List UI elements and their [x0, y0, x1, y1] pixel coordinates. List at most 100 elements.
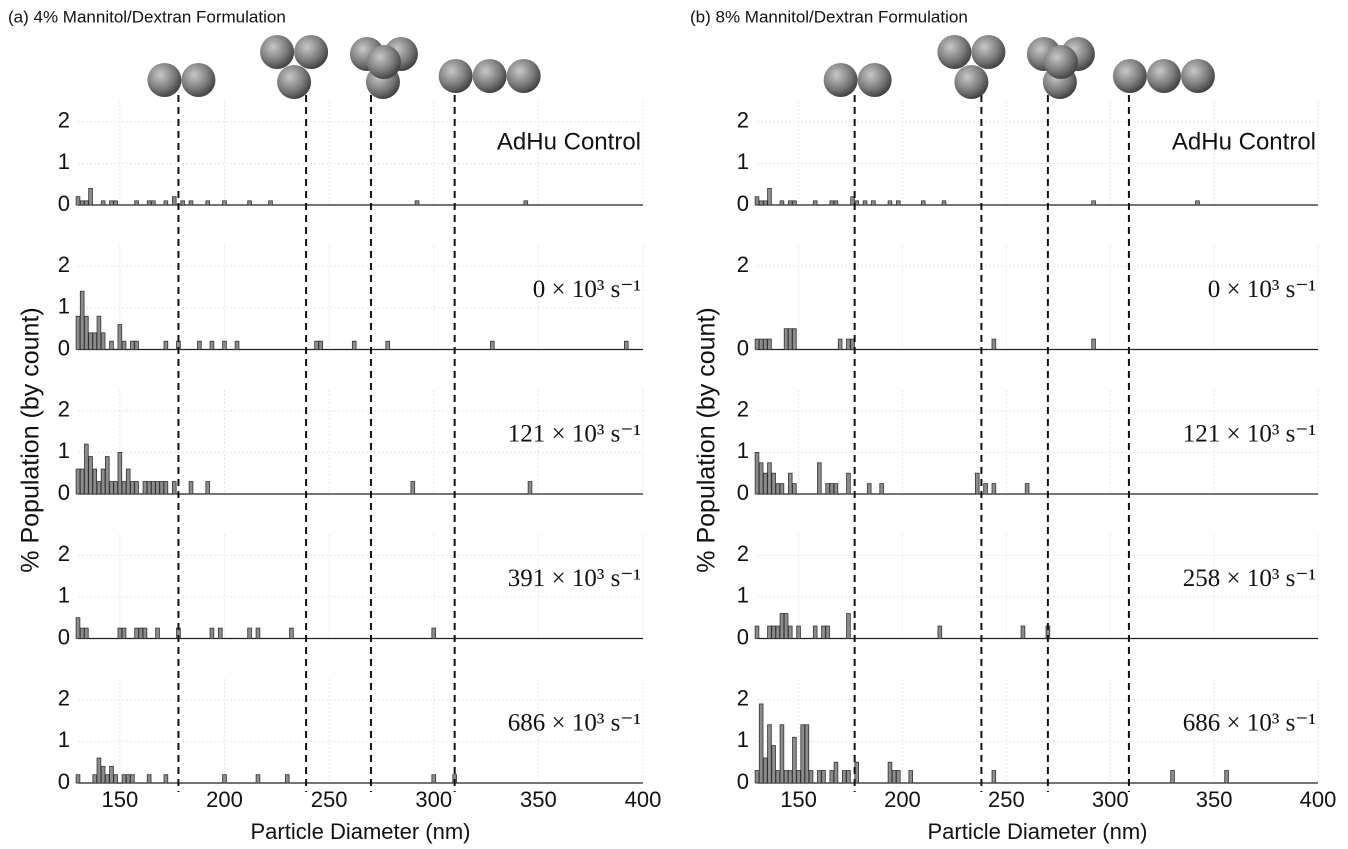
bar — [841, 770, 847, 784]
bar — [109, 340, 114, 350]
bar — [222, 774, 227, 784]
y-tick-label: 1 — [737, 438, 749, 463]
x-tick-label: 250 — [988, 787, 1025, 812]
bar — [771, 745, 776, 784]
bar — [767, 625, 772, 639]
bar — [783, 328, 789, 350]
bar — [134, 481, 139, 495]
bar — [783, 770, 789, 784]
bar — [787, 770, 793, 784]
sphere-icon — [366, 45, 401, 79]
bar — [113, 200, 118, 206]
y-tick-label: 0 — [58, 480, 70, 505]
bar — [163, 200, 169, 206]
x-tick-label: 250 — [311, 787, 348, 812]
bar — [205, 481, 211, 495]
bar — [837, 338, 843, 350]
y-tick-label: 1 — [737, 583, 749, 608]
bar — [891, 770, 897, 784]
bar — [151, 200, 156, 206]
bar — [771, 472, 776, 495]
bar — [871, 200, 876, 206]
x-tick-label: 150 — [780, 787, 817, 812]
annotation: 0 × 10³ s⁻¹ — [1208, 276, 1316, 303]
bar — [109, 200, 114, 206]
bar — [75, 315, 81, 350]
bar — [983, 483, 988, 495]
bar — [941, 200, 947, 206]
bar — [247, 200, 252, 206]
x-tick-label: 400 — [1300, 787, 1337, 812]
bar — [75, 468, 81, 495]
y-tick-label: 2 — [58, 541, 70, 566]
x-tick-label: 300 — [1092, 787, 1129, 812]
bar — [100, 332, 106, 350]
y-tick-label: 2 — [58, 686, 70, 711]
x-tick-label: 400 — [625, 787, 662, 812]
bar — [163, 481, 169, 495]
bar — [431, 774, 437, 784]
bar — [410, 481, 416, 495]
sphere-icon — [1180, 59, 1215, 93]
y-tick-label: 1 — [58, 583, 70, 608]
annotation: 258 × 10³ s⁻¹ — [1183, 565, 1316, 592]
bar — [268, 200, 273, 206]
bar — [850, 196, 855, 206]
bar — [758, 462, 764, 495]
sphere-icon — [438, 59, 473, 93]
bar — [180, 200, 185, 206]
bar — [117, 324, 123, 350]
bar — [804, 724, 810, 784]
bar — [490, 340, 495, 350]
bar — [125, 468, 131, 495]
x-tick-label: 350 — [1196, 787, 1233, 812]
bar — [84, 443, 89, 495]
y-tick-label: 0 — [737, 191, 749, 216]
bar — [209, 340, 215, 350]
bar — [151, 481, 156, 495]
bar — [775, 770, 781, 784]
bar — [854, 200, 860, 206]
bar — [284, 774, 290, 784]
bar — [84, 200, 89, 206]
bar — [991, 338, 997, 350]
bar — [255, 627, 261, 639]
bar — [318, 340, 324, 350]
bar — [75, 774, 81, 784]
bar — [821, 770, 826, 784]
bar — [829, 770, 835, 784]
bar — [1091, 200, 1096, 206]
bar — [247, 627, 252, 639]
y-tick-label: 1 — [58, 149, 70, 174]
bar — [222, 200, 227, 206]
sphere-icon — [181, 63, 216, 97]
bar — [222, 340, 227, 350]
bar — [775, 483, 781, 495]
bar — [125, 774, 131, 784]
bar — [754, 196, 760, 206]
bar — [88, 187, 93, 206]
bar — [96, 481, 102, 495]
bar — [758, 703, 764, 784]
x-tick-label: 200 — [206, 787, 243, 812]
annotation: 686 × 10³ s⁻¹ — [508, 710, 641, 737]
bar — [887, 761, 893, 784]
bar — [792, 328, 797, 350]
bar — [850, 338, 855, 350]
y-tick-label: 0 — [58, 624, 70, 649]
annotation: AdHu Control — [1172, 128, 1316, 155]
bar — [920, 200, 926, 206]
bar — [163, 774, 169, 784]
bar — [829, 483, 835, 495]
bar — [96, 315, 102, 350]
sphere-icon — [1043, 45, 1078, 79]
sphere-icon — [506, 59, 541, 93]
bar — [188, 200, 194, 206]
bar — [134, 200, 139, 206]
bar — [783, 613, 789, 639]
bar — [79, 627, 85, 639]
bar — [155, 627, 160, 639]
bar — [159, 481, 164, 495]
bar — [763, 757, 768, 784]
bar — [121, 774, 127, 784]
